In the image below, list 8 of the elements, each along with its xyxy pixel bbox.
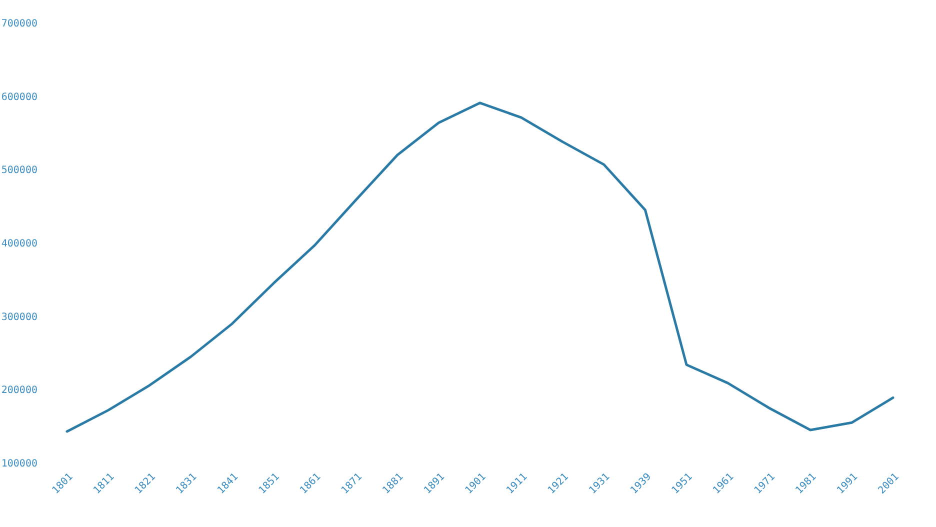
- y-tick-label: 600000: [1, 92, 38, 103]
- y-tick-label: 100000: [1, 458, 38, 470]
- y-tick-label: 300000: [1, 312, 38, 323]
- y-tick-label: 500000: [1, 165, 38, 176]
- y-tick-label: 200000: [1, 385, 38, 396]
- y-tick-label: 700000: [1, 18, 38, 30]
- line-series: [66, 102, 894, 433]
- y-tick-label: 400000: [1, 238, 38, 250]
